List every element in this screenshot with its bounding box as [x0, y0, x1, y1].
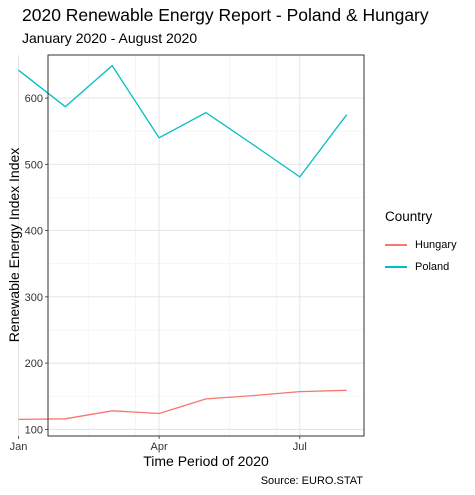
- legend-item-hungary: Hungary: [385, 234, 457, 256]
- y-tick-label: 400: [25, 226, 43, 238]
- series-line-poland: [18, 64, 348, 178]
- legend-key-poland: [385, 266, 407, 268]
- source-caption: Source: EURO.STAT: [260, 475, 363, 487]
- chart-title: 2020 Renewable Energy Report - Poland & …: [22, 5, 429, 25]
- y-axis-label: Renewable Energy Index Index: [6, 147, 22, 343]
- chart-subtitle: January 2020 - August 2020: [22, 30, 198, 46]
- legend: Country Hungary Poland: [385, 209, 457, 278]
- x-tick-label: Jul: [293, 441, 307, 453]
- x-tick-label: Jan: [10, 441, 28, 453]
- y-tick-label: 100: [25, 424, 43, 436]
- plot-border: [47, 54, 365, 437]
- y-tick-label: 600: [25, 93, 43, 105]
- legend-key-hungary: [385, 244, 407, 246]
- x-tick-label: Apr: [151, 441, 168, 453]
- legend-label-poland: Poland: [415, 261, 450, 273]
- series-line-hungary: [18, 389, 347, 421]
- y-tick-label: 300: [25, 292, 43, 304]
- x-axis-label: Time Period of 2020: [143, 453, 269, 469]
- legend-item-poland: Poland: [385, 256, 457, 278]
- legend-label-hungary: Hungary: [415, 239, 457, 251]
- y-tick-label: 500: [25, 159, 43, 171]
- legend-title: Country: [385, 209, 433, 224]
- plot-panel: [48, 55, 364, 436]
- y-tick-label: 200: [25, 358, 43, 370]
